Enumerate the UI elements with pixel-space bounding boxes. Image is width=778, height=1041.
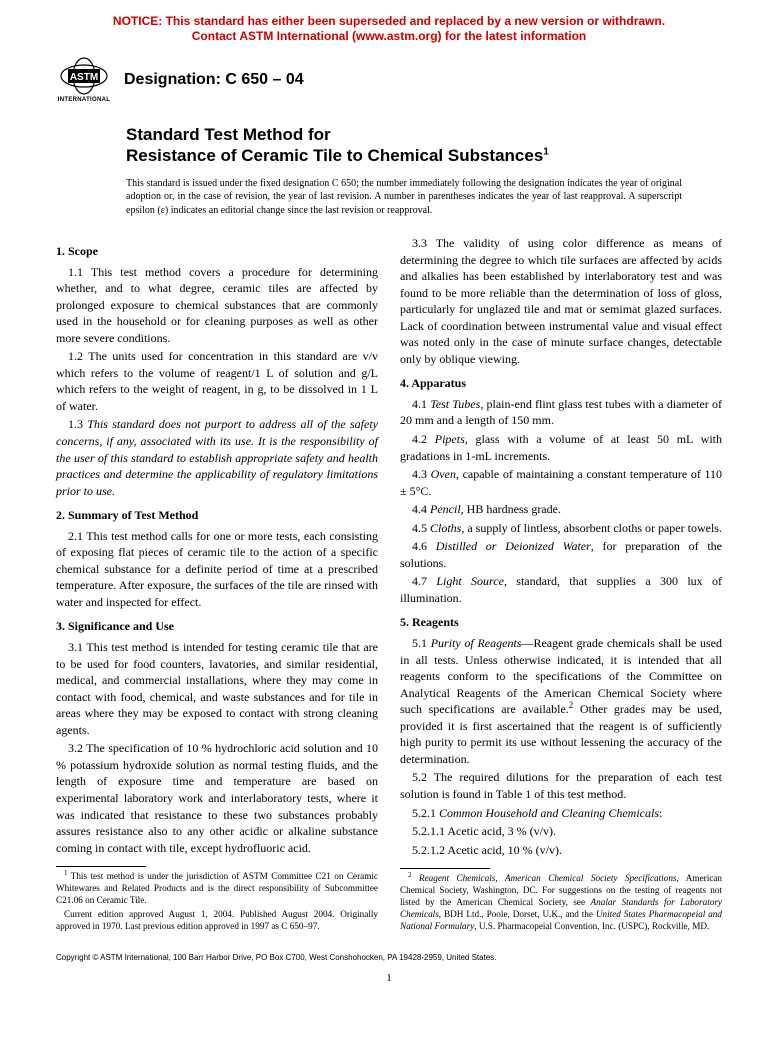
para-3-2: 3.2 The specification of 10 % hydrochlor…: [56, 740, 378, 856]
p521-num: 5.2.1: [412, 806, 439, 820]
fn2-d: , BDH Ltd., Poole, Dorset, U.K., and the: [439, 909, 596, 919]
para-1-3: 1.3 This standard does not purport to ad…: [56, 416, 378, 499]
p43-term: Oven: [431, 467, 456, 481]
fn2-a: Reagent Chemicals, American Chemical Soc…: [419, 873, 677, 883]
footnote-rule-right: [400, 868, 490, 869]
para-4-5: 4.5 Cloths, a supply of lintless, absorb…: [400, 520, 722, 537]
section-4-head: 4. Apparatus: [400, 375, 722, 392]
title-superscript: 1: [543, 147, 549, 158]
para-3-1: 3.1 This test method is intended for tes…: [56, 639, 378, 738]
section-2-head: 2. Summary of Test Method: [56, 507, 378, 524]
p47-num: 4.7: [412, 574, 436, 588]
p44-term: Pencil: [430, 502, 461, 516]
title-text: Resistance of Ceramic Tile to Chemical S…: [126, 146, 543, 165]
para-4-7: 4.7 Light Source, standard, that supplie…: [400, 573, 722, 606]
title-line-2: Resistance of Ceramic Tile to Chemical S…: [126, 145, 722, 166]
right-column: 3.3 The validity of using color differen…: [400, 235, 722, 935]
para-4-6: 4.6 Distilled or Deionized Water, for pr…: [400, 538, 722, 571]
left-column: 1. Scope 1.1 This test method covers a p…: [56, 235, 378, 935]
body-columns: 1. Scope 1.1 This test method covers a p…: [56, 235, 722, 935]
section-3-head: 3. Significance and Use: [56, 618, 378, 635]
p521-term: Common Household and Cleaning Chemicals: [439, 806, 659, 820]
para-4-1: 4.1 Test Tubes, plain-end flint glass te…: [400, 396, 722, 429]
para-1-1: 1.1 This test method covers a procedure …: [56, 264, 378, 347]
p42-term: Pipets: [435, 432, 465, 446]
p45-rest: , a supply of lintless, absorbent cloths…: [461, 521, 722, 535]
section-1-head: 1. Scope: [56, 243, 378, 260]
p46-num: 4.6: [412, 539, 436, 553]
para-3-3: 3.3 The validity of using color differen…: [400, 235, 722, 367]
footnote-2: 2 Reagent Chemicals, American Chemical S…: [400, 873, 722, 933]
para-2-1: 2.1 This test method calls for one or mo…: [56, 528, 378, 611]
footnote-1a: 1 This test method is under the jurisdic…: [56, 871, 378, 907]
para-1-3-lead: 1.3: [68, 417, 87, 431]
para-1-2: 1.2 The units used for concentration in …: [56, 348, 378, 414]
notice-banner: NOTICE: This standard has either been su…: [56, 14, 722, 44]
para-5-2: 5.2 The required dilutions for the prepa…: [400, 769, 722, 802]
para-1-3-body: This standard does not purport to addres…: [56, 417, 378, 497]
p51-num: 5.1: [412, 636, 431, 650]
issuance-note: This standard is issued under the fixed …: [126, 177, 682, 218]
header-row: ASTM INTERNATIONAL Designation: C 650 – …: [56, 54, 722, 106]
page: NOTICE: This standard has either been su…: [0, 0, 778, 1041]
p43-num: 4.3: [412, 467, 431, 481]
p45-num: 4.5: [412, 521, 430, 535]
astm-logo: ASTM INTERNATIONAL: [56, 54, 112, 106]
fn2-f: , U.S. Pharmacopeial Convention, Inc. (U…: [474, 921, 709, 931]
para-5-1: 5.1 Purity of Reagents—Reagent grade che…: [400, 635, 722, 767]
p41-term: Test Tubes: [430, 397, 480, 411]
title-line-1: Standard Test Method for: [126, 124, 722, 145]
notice-line-2: Contact ASTM International (www.astm.org…: [56, 29, 722, 44]
p521-colon: :: [659, 806, 662, 820]
para-4-4: 4.4 Pencil, HB hardness grade.: [400, 501, 722, 518]
p45-term: Cloths: [430, 521, 461, 535]
footnote-2-marker: 2: [408, 872, 411, 879]
footnote-1b: Current edition approved August 1, 2004.…: [56, 909, 378, 933]
copyright: Copyright © ASTM International, 100 Barr…: [56, 953, 722, 962]
para-5-2-1: 5.2.1 Common Household and Cleaning Chem…: [400, 805, 722, 822]
svg-text:ASTM: ASTM: [70, 72, 98, 83]
footnote-rule-left: [56, 866, 146, 867]
p42-num: 4.2: [412, 432, 435, 446]
p47-term: Light Source: [436, 574, 504, 588]
astm-logo-icon: ASTM: [60, 57, 108, 95]
p44-num: 4.4: [412, 502, 430, 516]
p51-term: Purity of Reagents: [431, 636, 522, 650]
para-4-2: 4.2 Pipets, glass with a volume of at le…: [400, 431, 722, 464]
para-5-2-1-2: 5.2.1.2 Acetic acid, 10 % (v/v).: [400, 842, 722, 859]
designation: Designation: C 650 – 04: [124, 71, 304, 89]
logo-subtext: INTERNATIONAL: [58, 97, 110, 103]
para-5-2-1-1: 5.2.1.1 Acetic acid, 3 % (v/v).: [400, 823, 722, 840]
notice-line-1: NOTICE: This standard has either been su…: [56, 14, 722, 29]
p44-rest: , HB hardness grade.: [461, 502, 561, 516]
p41-num: 4.1: [412, 397, 430, 411]
section-5-head: 5. Reagents: [400, 614, 722, 631]
page-number: 1: [56, 972, 722, 984]
p46-term: Distilled or Deionized Water: [436, 539, 591, 553]
para-4-3: 4.3 Oven, capable of maintaining a const…: [400, 466, 722, 499]
title-block: Standard Test Method for Resistance of C…: [126, 124, 722, 167]
footnote-1a-text: This test method is under the jurisdicti…: [56, 871, 378, 905]
